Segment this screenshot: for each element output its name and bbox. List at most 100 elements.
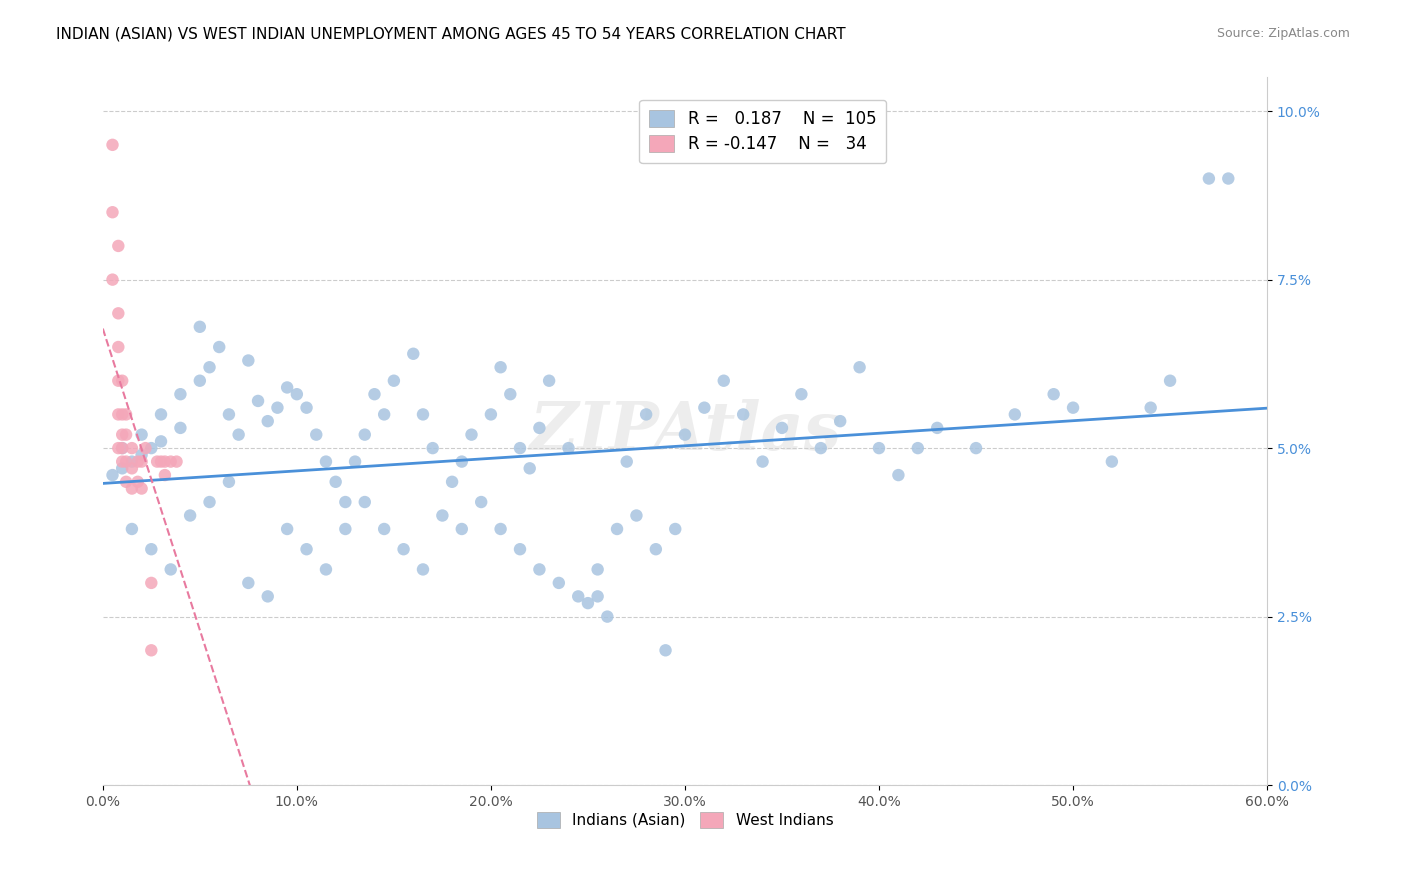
Point xyxy=(111,441,134,455)
Point xyxy=(636,408,658,422)
Point xyxy=(654,643,676,657)
Point xyxy=(121,482,143,496)
Point xyxy=(673,427,696,442)
Point xyxy=(276,380,298,394)
Point xyxy=(1062,401,1084,415)
Point xyxy=(111,454,134,468)
Point xyxy=(325,475,347,489)
Point xyxy=(101,272,124,286)
Point xyxy=(159,562,181,576)
Point xyxy=(107,306,129,320)
Point xyxy=(107,408,129,422)
Point xyxy=(489,360,512,375)
Point xyxy=(188,319,211,334)
Point xyxy=(335,522,357,536)
Point xyxy=(887,468,910,483)
Point xyxy=(412,562,434,576)
Point xyxy=(218,475,240,489)
Point xyxy=(344,454,367,468)
Point xyxy=(107,239,129,253)
Point xyxy=(276,522,298,536)
Point xyxy=(392,542,415,557)
Point xyxy=(529,562,551,576)
Point xyxy=(1042,387,1064,401)
Point xyxy=(256,414,278,428)
Point xyxy=(127,475,149,489)
Point xyxy=(1198,171,1220,186)
Point xyxy=(470,495,492,509)
Point xyxy=(529,421,551,435)
Point xyxy=(1101,454,1123,468)
Point xyxy=(208,340,231,354)
Point xyxy=(460,427,482,442)
Point xyxy=(266,401,288,415)
Point xyxy=(547,575,569,590)
Point xyxy=(107,340,129,354)
Point xyxy=(131,448,153,462)
Point xyxy=(107,441,129,455)
Point xyxy=(499,387,522,401)
Point xyxy=(101,468,124,483)
Point xyxy=(153,468,176,483)
Point xyxy=(1004,408,1026,422)
Point xyxy=(111,441,134,455)
Point xyxy=(111,408,134,422)
Point xyxy=(441,475,464,489)
Point xyxy=(121,441,143,455)
Point xyxy=(127,454,149,468)
Point xyxy=(353,427,375,442)
Point xyxy=(115,427,138,442)
Point xyxy=(150,434,173,449)
Point xyxy=(363,387,385,401)
Point xyxy=(247,393,270,408)
Point xyxy=(373,408,395,422)
Point xyxy=(131,482,153,496)
Point xyxy=(295,401,318,415)
Point xyxy=(479,408,502,422)
Point xyxy=(567,590,589,604)
Point xyxy=(218,408,240,422)
Text: INDIAN (ASIAN) VS WEST INDIAN UNEMPLOYMENT AMONG AGES 45 TO 54 YEARS CORRELATION: INDIAN (ASIAN) VS WEST INDIAN UNEMPLOYME… xyxy=(56,27,846,42)
Point xyxy=(606,522,628,536)
Point xyxy=(830,414,852,428)
Point xyxy=(509,441,531,455)
Point xyxy=(295,542,318,557)
Point xyxy=(576,596,599,610)
Point xyxy=(848,360,870,375)
Point xyxy=(557,441,579,455)
Point xyxy=(141,542,163,557)
Point xyxy=(115,408,138,422)
Point xyxy=(1139,401,1161,415)
Point xyxy=(107,374,129,388)
Point xyxy=(115,475,138,489)
Point xyxy=(150,454,173,468)
Point xyxy=(305,427,328,442)
Point xyxy=(315,454,337,468)
Point xyxy=(1218,171,1240,186)
Point xyxy=(450,522,472,536)
Point xyxy=(238,575,260,590)
Point xyxy=(335,495,357,509)
Point xyxy=(111,461,134,475)
Point xyxy=(131,427,153,442)
Point xyxy=(713,374,735,388)
Point xyxy=(489,522,512,536)
Point xyxy=(101,205,124,219)
Point xyxy=(412,408,434,422)
Legend: Indians (Asian), West Indians: Indians (Asian), West Indians xyxy=(530,805,839,834)
Point xyxy=(153,454,176,468)
Point xyxy=(402,347,425,361)
Point xyxy=(228,427,250,442)
Point xyxy=(285,387,308,401)
Point xyxy=(169,421,191,435)
Point xyxy=(159,454,181,468)
Point xyxy=(141,575,163,590)
Point xyxy=(134,441,156,455)
Point xyxy=(422,441,444,455)
Point xyxy=(751,454,773,468)
Point xyxy=(198,360,221,375)
Point xyxy=(868,441,890,455)
Point xyxy=(121,461,143,475)
Point xyxy=(644,542,666,557)
Point xyxy=(596,609,619,624)
